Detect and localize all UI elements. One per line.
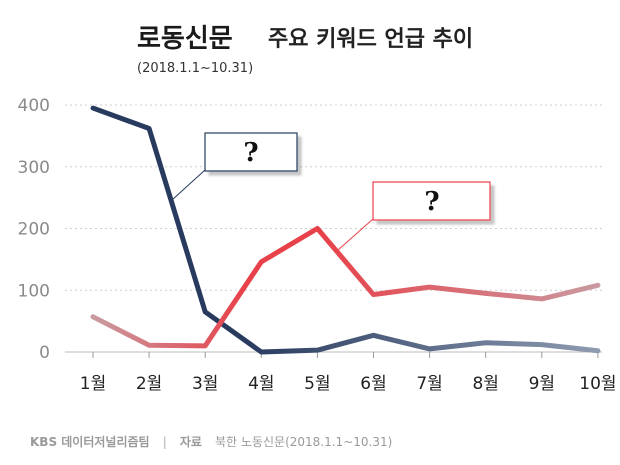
footer-source: 북한 노동신문(2018.1.1~10.31)	[215, 435, 392, 449]
x-tick-label: 1월	[80, 374, 106, 394]
series-layer	[90, 105, 601, 355]
x-tick-label: 6월	[360, 374, 386, 394]
annotation-box	[372, 181, 491, 221]
x-tick-label: 10월	[579, 374, 616, 394]
series-line-1	[90, 226, 601, 349]
annotation-connector	[337, 218, 374, 251]
y-tick-label: 100	[18, 281, 50, 301]
x-tick-label: 7월	[416, 374, 442, 394]
x-tick-label: 3월	[192, 374, 218, 394]
annotation-question-mark: ?	[243, 138, 258, 168]
newspaper-name: 로동신문	[137, 24, 233, 54]
annotation-question-mark: ?	[424, 187, 439, 217]
footer-brand: KBS 데이터저널리즘팀	[30, 434, 150, 449]
y-axis: 0 100 200 300 400	[18, 96, 50, 363]
y-tick-label: 300	[18, 158, 50, 178]
annotation-box	[204, 132, 298, 172]
chart-period: (2018.1.1~10.31)	[137, 61, 253, 76]
series-line-0	[90, 105, 601, 355]
y-tick-label: 400	[18, 96, 50, 116]
grid-layer	[65, 104, 602, 353]
chart-title: 주요 키워드 언급 추이	[268, 27, 473, 52]
footer-separator: |	[163, 435, 167, 449]
annotation-connector	[171, 169, 206, 201]
x-axis: 1월 2월 3월 4월 5월 6월 7월 8월 9월 10월	[80, 352, 617, 394]
x-tick-label: 4월	[248, 374, 274, 394]
annotation-navy: ?	[171, 132, 298, 201]
footer-source-label: 자료	[180, 434, 202, 449]
x-tick-label: 2월	[136, 374, 162, 394]
x-tick-label: 8월	[472, 374, 498, 394]
annotation-red: ?	[337, 181, 491, 251]
footer: KBS 데이터저널리즘팀 | 자료 북한 노동신문(2018.1.1~10.31…	[30, 431, 392, 450]
y-tick-label: 0	[39, 343, 50, 363]
x-tick-label: 5월	[304, 374, 330, 394]
x-tick-label: 9월	[529, 374, 555, 394]
y-tick-label: 200	[18, 220, 50, 240]
